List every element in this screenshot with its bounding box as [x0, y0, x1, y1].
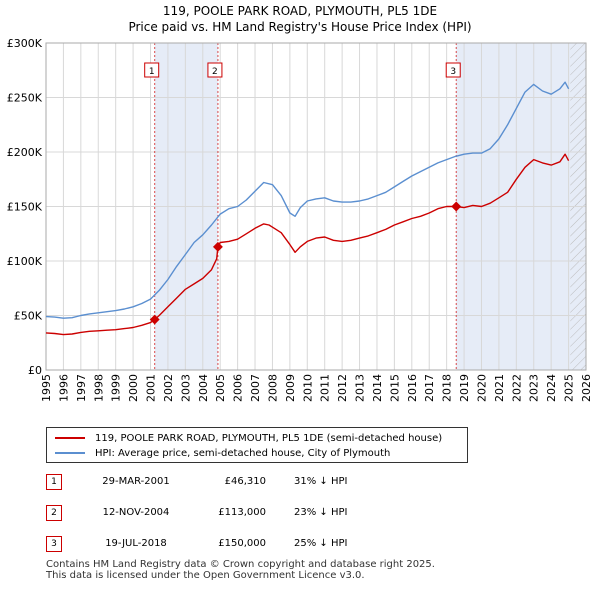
sale-label-box — [207, 62, 223, 78]
x-tick-label: 2025 — [563, 374, 576, 402]
series-line-hpi — [45, 81, 570, 319]
sale-date: 12-NOV-2004 — [102, 507, 170, 518]
sale-row: 1 29-MAR-2001 £46,310 31% ↓ HPI — [46, 474, 446, 492]
x-tick-label: 2026 — [580, 374, 593, 402]
chart-title: 119, POOLE PARK ROAD, PLYMOUTH, PL5 1DE — [162, 4, 438, 18]
sale-label-text: 1 — [149, 67, 155, 77]
y-tick-label: £200K — [7, 146, 43, 159]
sale-point — [451, 201, 462, 212]
sale-label-text: 2 — [212, 67, 218, 77]
x-tick-label: 2020 — [475, 374, 488, 402]
x-tick-label: 1998 — [92, 374, 105, 402]
sale-number-badge: 3 — [46, 536, 62, 552]
y-tick-label: £250K — [7, 92, 43, 105]
x-tick-label: 2000 — [127, 374, 140, 402]
y-tick-label: £0 — [28, 364, 42, 377]
footer-attribution: Contains HM Land Registry data © Crown c… — [46, 559, 586, 581]
x-tick-label: 2014 — [371, 374, 384, 402]
sale-number-badge: 1 — [46, 474, 62, 490]
sale-price: £46,310 — [224, 476, 266, 487]
x-tick-label: 1995 — [40, 374, 53, 402]
sale-row: 3 19-JUL-2018 £150,000 25% ↓ HPI — [46, 536, 446, 554]
x-tick-label: 2013 — [354, 374, 367, 402]
y-tick-label: £100K — [7, 255, 43, 268]
x-tick-label: 2017 — [423, 374, 436, 402]
x-tick-label: 2006 — [232, 374, 245, 402]
price-chart: 1 2 3 £0 £50K £100K £150K £200K £250K £300K 1995 19… — [7, 37, 593, 402]
sale-number-badge: 2 — [46, 505, 62, 521]
x-tick-label: 2011 — [319, 374, 332, 402]
x-tick-label: 2012 — [336, 374, 349, 402]
x-tick-label: 2010 — [301, 374, 314, 402]
legend-swatch-hpi — [55, 452, 85, 454]
x-tick-label: 2021 — [493, 374, 506, 402]
chart-legend: 119, POOLE PARK ROAD, PLYMOUTH, PL5 1DE … — [46, 427, 468, 463]
sale-hpi-diff: 31% ↓ HPI — [294, 476, 348, 487]
sale-price: £113,000 — [218, 507, 266, 518]
x-tick-label: 2022 — [510, 374, 523, 402]
sale-label-box — [445, 62, 461, 78]
x-tick-label: 2009 — [284, 374, 297, 402]
legend-label-hpi: HPI: Average price, semi-detached house,… — [95, 447, 391, 459]
footer-copyright: Contains HM Land Registry data © Crown c… — [46, 559, 435, 570]
legend-item-hpi: HPI: Average price, semi-detached house,… — [55, 446, 390, 460]
sale-point — [212, 241, 223, 252]
x-tick-label: 2024 — [545, 374, 558, 402]
sale-hpi-diff: 25% ↓ HPI — [294, 538, 348, 549]
sale-point — [149, 314, 160, 325]
x-tick-label: 2007 — [249, 374, 262, 402]
x-tick-label: 2023 — [528, 374, 541, 402]
x-tick-label: 2004 — [197, 374, 210, 402]
plot-frame — [45, 42, 587, 371]
footer-licence: This data is licensed under the Open Gov… — [46, 570, 365, 581]
x-tick-label: 2008 — [266, 374, 279, 402]
x-tick-label: 2016 — [406, 374, 419, 402]
chart-subtitle: Price paid vs. HM Land Registry's House … — [128, 20, 472, 34]
y-tick-label: £50K — [14, 310, 43, 323]
y-tick-label: £150K — [7, 201, 43, 214]
legend-swatch-price — [55, 437, 85, 439]
x-tick-label: 2003 — [179, 374, 192, 402]
x-tick-label: 2015 — [388, 374, 401, 402]
x-tick-label: 2002 — [162, 374, 175, 402]
x-tick-label: 1999 — [110, 374, 123, 402]
x-tick-label: 2001 — [145, 374, 158, 402]
sale-label-box — [144, 62, 160, 78]
x-tick-label: 2018 — [441, 374, 454, 402]
y-tick-label: £300K — [7, 37, 43, 50]
x-tick-label: 1997 — [75, 374, 88, 402]
sale-label-text: 3 — [450, 67, 456, 77]
x-tick-label: 1996 — [57, 374, 70, 402]
sale-price: £150,000 — [218, 538, 266, 549]
sale-date: 19-JUL-2018 — [105, 538, 167, 549]
x-tick-label: 2019 — [458, 374, 471, 402]
legend-item-price: 119, POOLE PARK ROAD, PLYMOUTH, PL5 1DE … — [55, 431, 442, 445]
sale-hpi-diff: 23% ↓ HPI — [294, 507, 348, 518]
x-tick-label: 2005 — [214, 374, 227, 402]
legend-label-price: 119, POOLE PARK ROAD, PLYMOUTH, PL5 1DE … — [95, 432, 443, 444]
sale-row: 2 12-NOV-2004 £113,000 23% ↓ HPI — [46, 505, 446, 523]
sale-date: 29-MAR-2001 — [102, 476, 170, 487]
series-line-price — [45, 153, 570, 336]
